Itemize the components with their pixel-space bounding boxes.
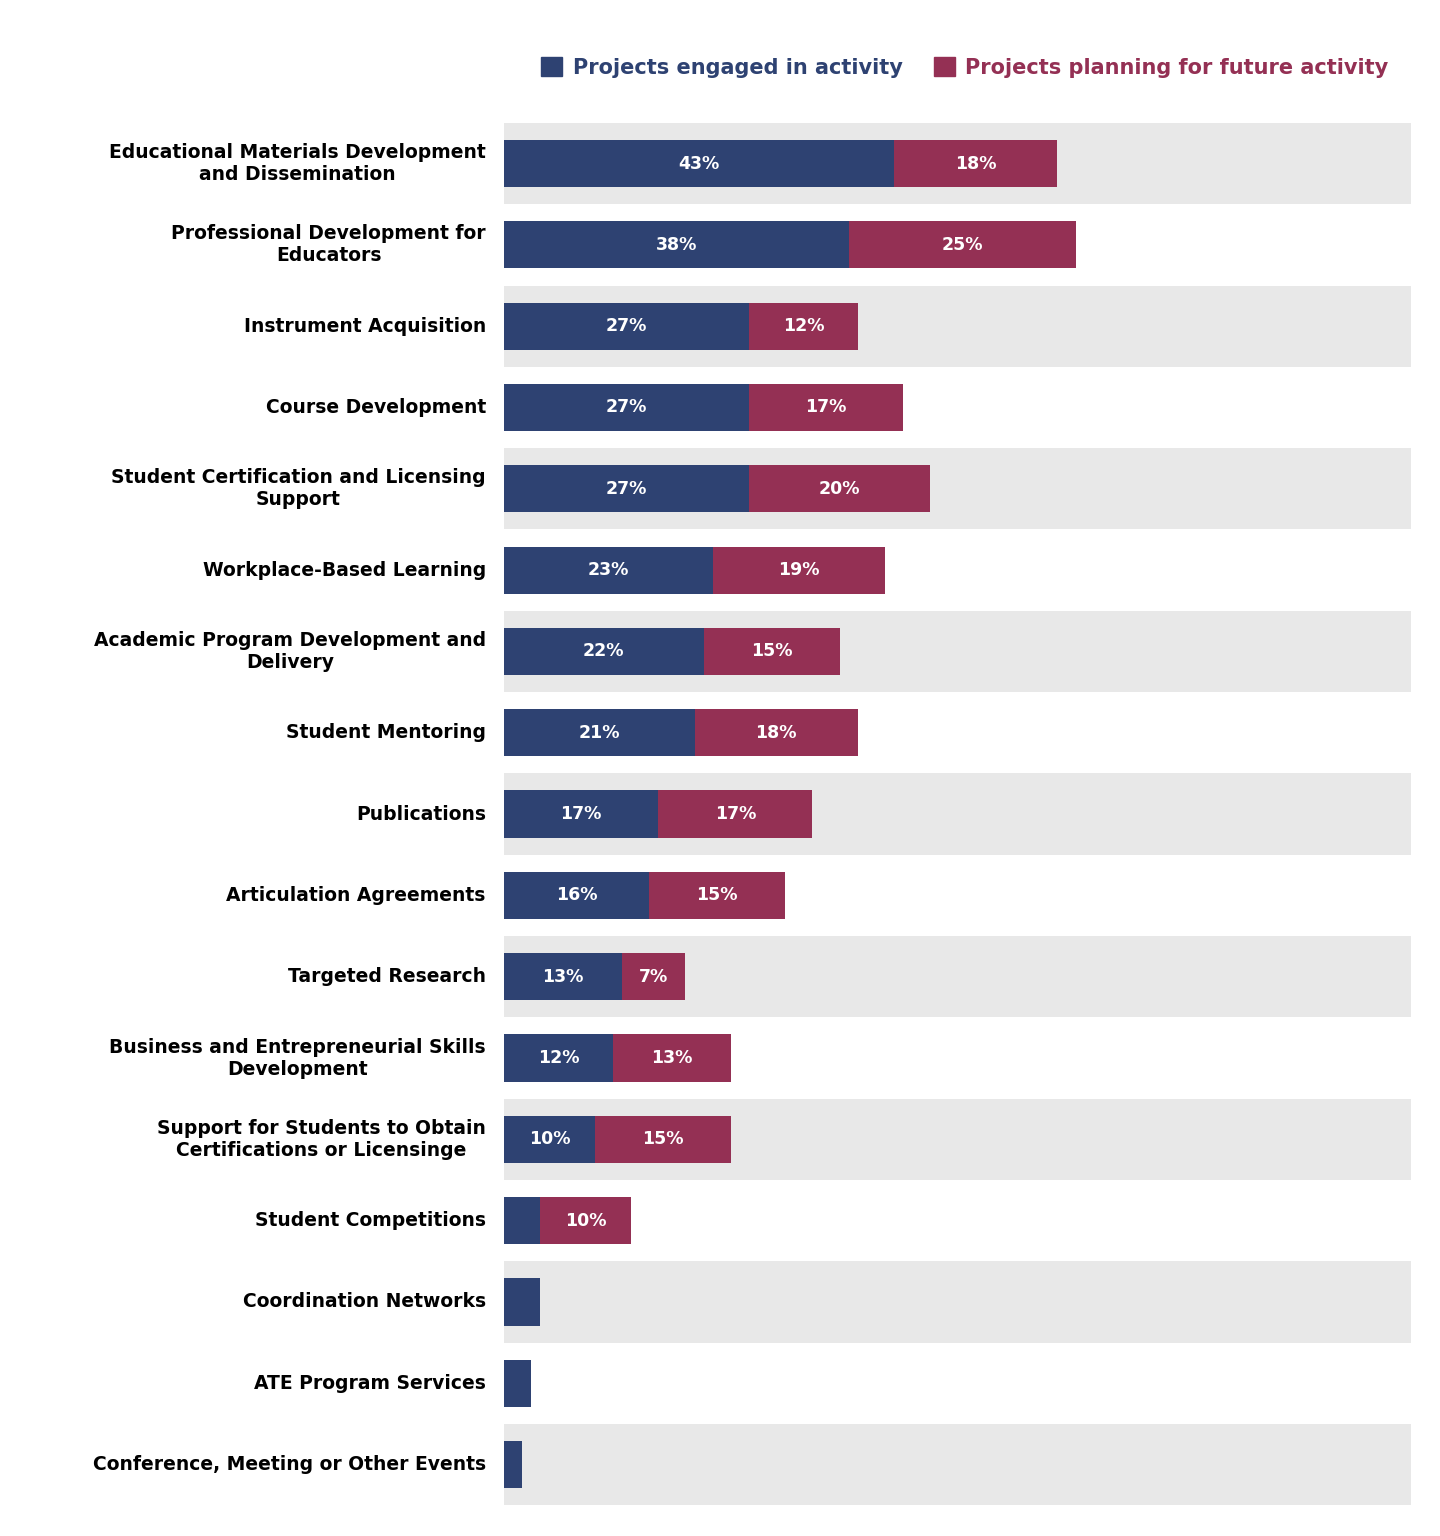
Bar: [540, 1197, 631, 1244]
Bar: [622, 954, 685, 1000]
Text: 15%: 15%: [642, 1130, 684, 1149]
Bar: [694, 710, 858, 756]
Bar: [894, 140, 1057, 187]
Text: 22%: 22%: [583, 642, 625, 660]
Bar: [504, 1359, 531, 1407]
Bar: [504, 1342, 1411, 1424]
Text: 18%: 18%: [955, 155, 996, 172]
Bar: [504, 1261, 1411, 1342]
Bar: [613, 1034, 730, 1081]
Bar: [749, 384, 903, 432]
Text: 43%: 43%: [678, 155, 720, 172]
Bar: [504, 611, 1411, 693]
Bar: [504, 465, 749, 513]
Text: Support for Students to Obtain
Certifications or Licensinge: Support for Students to Obtain Certifica…: [157, 1118, 485, 1160]
Text: 15%: 15%: [697, 886, 737, 905]
Bar: [848, 221, 1076, 269]
Text: Targeted Research: Targeted Research: [288, 968, 485, 986]
Text: Business and Entrepreneurial Skills
Development: Business and Entrepreneurial Skills Deve…: [109, 1037, 485, 1078]
Bar: [504, 1278, 540, 1326]
Text: 19%: 19%: [778, 561, 819, 579]
Bar: [713, 547, 886, 594]
Text: Academic Program Development and
Delivery: Academic Program Development and Deliver…: [94, 631, 485, 671]
Bar: [504, 1180, 1411, 1261]
Bar: [504, 693, 1411, 774]
Bar: [504, 872, 649, 919]
Bar: [504, 221, 848, 269]
Bar: [504, 1098, 1411, 1180]
Bar: [504, 1441, 523, 1488]
Text: Course Development: Course Development: [265, 398, 485, 416]
Text: 10%: 10%: [528, 1130, 570, 1149]
Text: Conference, Meeting or Other Events: Conference, Meeting or Other Events: [92, 1455, 485, 1475]
Text: 17%: 17%: [560, 805, 602, 823]
Text: 27%: 27%: [606, 316, 647, 335]
Legend: Projects engaged in activity, Projects planning for future activity: Projects engaged in activity, Projects p…: [533, 49, 1397, 86]
Bar: [504, 791, 658, 837]
Bar: [504, 123, 1411, 204]
Bar: [504, 204, 1411, 286]
Bar: [649, 872, 785, 919]
Text: 17%: 17%: [805, 398, 847, 416]
Bar: [504, 140, 894, 187]
Bar: [504, 1197, 540, 1244]
Text: 38%: 38%: [655, 237, 697, 253]
Bar: [504, 449, 1411, 530]
Text: 10%: 10%: [564, 1212, 606, 1230]
Text: 16%: 16%: [556, 886, 598, 905]
Text: 13%: 13%: [651, 1049, 693, 1068]
Text: 20%: 20%: [819, 479, 861, 498]
Bar: [504, 1424, 1411, 1505]
Text: Professional Development for
Educators: Professional Development for Educators: [171, 224, 485, 266]
Bar: [749, 465, 930, 513]
Bar: [504, 854, 1411, 935]
Bar: [504, 774, 1411, 854]
Bar: [504, 628, 704, 674]
Text: 12%: 12%: [537, 1049, 579, 1068]
Bar: [504, 303, 749, 350]
Bar: [595, 1115, 730, 1163]
Text: 13%: 13%: [543, 968, 583, 986]
Text: 21%: 21%: [579, 723, 621, 742]
Bar: [504, 954, 622, 1000]
Bar: [504, 530, 1411, 611]
Bar: [704, 628, 840, 674]
Text: Educational Materials Development
and Dissemination: Educational Materials Development and Di…: [109, 143, 485, 184]
Text: Student Mentoring: Student Mentoring: [287, 723, 485, 742]
Bar: [504, 384, 749, 432]
Text: Workplace-Based Learning: Workplace-Based Learning: [203, 561, 485, 579]
Bar: [504, 1017, 1411, 1098]
Text: Coordination Networks: Coordination Networks: [243, 1292, 485, 1312]
Bar: [504, 286, 1411, 367]
Bar: [658, 791, 812, 837]
Text: Student Competitions: Student Competitions: [255, 1212, 485, 1230]
Text: 7%: 7%: [639, 968, 668, 986]
Text: 23%: 23%: [588, 561, 629, 579]
Text: 27%: 27%: [606, 479, 647, 498]
Bar: [504, 1115, 595, 1163]
Text: ATE Program Services: ATE Program Services: [253, 1373, 485, 1393]
Bar: [504, 367, 1411, 449]
Bar: [504, 935, 1411, 1017]
Text: 27%: 27%: [606, 398, 647, 416]
Text: 17%: 17%: [714, 805, 756, 823]
Bar: [749, 303, 858, 350]
Bar: [504, 547, 713, 594]
Text: 25%: 25%: [942, 237, 984, 253]
Bar: [504, 710, 694, 756]
Text: 12%: 12%: [782, 316, 824, 335]
Bar: [504, 1034, 613, 1081]
Text: 18%: 18%: [756, 723, 796, 742]
Text: Student Certification and Licensing
Support: Student Certification and Licensing Supp…: [111, 468, 485, 510]
Text: Instrument Acquisition: Instrument Acquisition: [243, 316, 485, 336]
Text: 15%: 15%: [750, 642, 792, 660]
Text: Publications: Publications: [356, 805, 485, 823]
Text: Articulation Agreements: Articulation Agreements: [226, 886, 485, 905]
